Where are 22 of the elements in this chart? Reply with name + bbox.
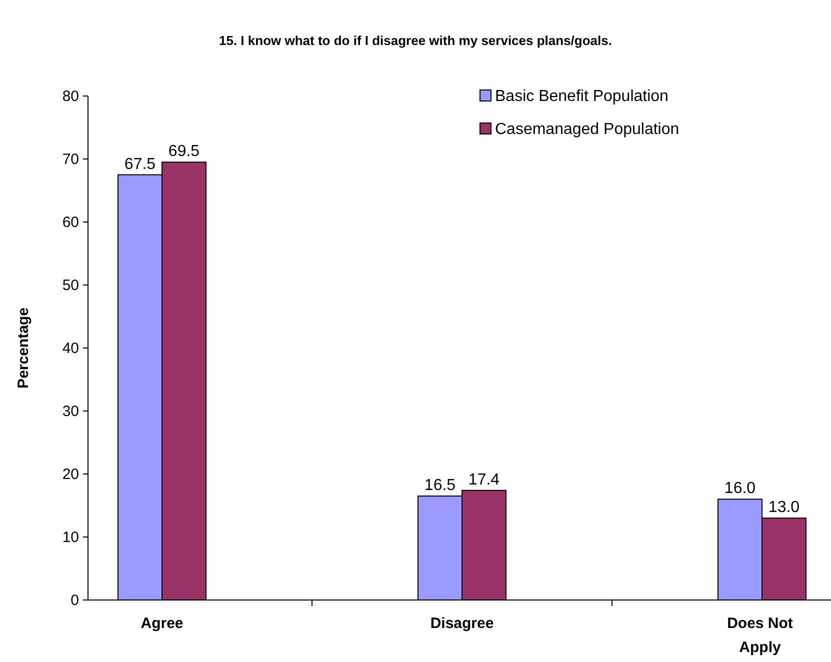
text: 13.0 — [768, 499, 800, 516]
text: 16.5 — [424, 477, 456, 494]
y-tick-label: 80 — [62, 88, 79, 105]
y-tick-label: 60 — [62, 214, 79, 231]
y-tick-label: 50 — [62, 277, 79, 294]
text: 67.5 — [124, 156, 156, 173]
text: 69.5 — [168, 143, 200, 160]
y-tick-label: 40 — [62, 340, 79, 357]
legend-label: Casemanaged Population — [495, 121, 680, 138]
y-axis-title: Percentage — [15, 308, 32, 388]
x-tick-label: Disagree — [430, 615, 494, 632]
text: 16.0 — [724, 480, 756, 498]
y-tick-label: 70 — [62, 151, 79, 168]
y-tick-label: 30 — [62, 403, 79, 420]
legend-label: Basic Benefit Population — [495, 88, 668, 105]
y-tick-label: 10 — [62, 529, 79, 546]
x-tick-label: Does Not Apply — [727, 615, 793, 656]
text: 17.4 — [468, 471, 500, 488]
y-tick-label: 0 — [70, 592, 79, 609]
chart-title: 15. I know what to do if I disagree with my services plans/goals. — [218, 33, 612, 48]
y-tick-label: 20 — [62, 466, 79, 483]
x-tick-label: Agree — [140, 615, 184, 632]
